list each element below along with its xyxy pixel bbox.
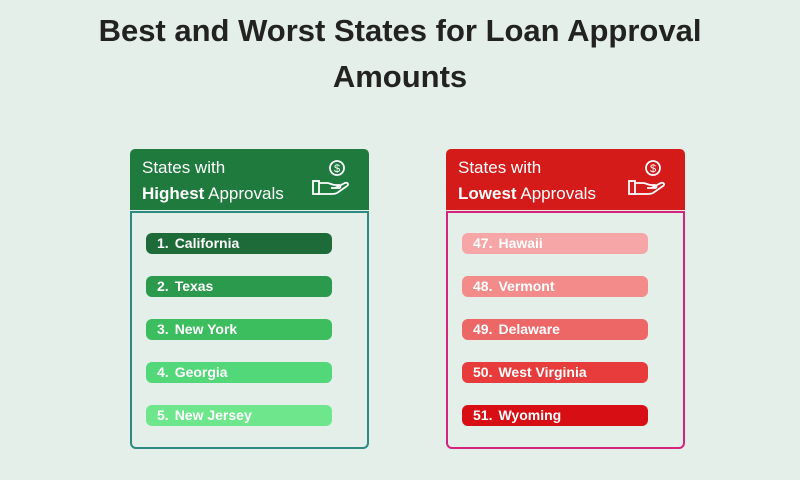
state-pill: 1. California (146, 233, 332, 254)
rank: 50. (473, 364, 493, 380)
svg-text:$: $ (650, 163, 656, 175)
rank: 5. (157, 407, 169, 423)
rank: 51. (473, 407, 493, 423)
state-name: New Jersey (174, 407, 252, 423)
state-name: New York (174, 321, 238, 337)
state-name: Hawaii (498, 235, 543, 251)
state-name: California (174, 235, 240, 251)
state-name: Vermont (498, 278, 555, 294)
svg-text:$: $ (334, 163, 340, 175)
header-line: States with (142, 158, 226, 177)
header-line: States with (458, 158, 542, 177)
panel-body: 47. Hawaii 48. Vermont 49. Delaware 50. West Vi… (446, 211, 685, 449)
state-pill: 48. Vermont (462, 276, 648, 297)
panel: States with Lowest Approvals $47. Hawaii 48.… (446, 149, 685, 449)
state-pill: 51. Wyoming (462, 405, 648, 426)
rank: 47. (473, 235, 493, 251)
rank: 49. (473, 321, 493, 337)
money-hand-icon: $ (628, 160, 665, 195)
header-text: States with Lowest Approvals (458, 155, 596, 207)
rank: 2. (157, 278, 169, 294)
header-rest: Approvals (520, 184, 596, 203)
state-pill: 5. New Jersey (146, 405, 332, 426)
header-rest: Approvals (208, 184, 284, 203)
rank: 3. (157, 321, 169, 337)
rank: 4. (157, 364, 169, 380)
money-hand-icon: $ (312, 160, 349, 195)
state-name: Delaware (498, 321, 560, 337)
state-pill: 2. Texas (146, 276, 332, 297)
state-name: Wyoming (498, 407, 562, 423)
state-pill: 47. Hawaii (462, 233, 648, 254)
header-bold: Highest (142, 184, 205, 203)
header-text: States with Highest Approvals (142, 155, 284, 207)
state-pill: 4. Georgia (146, 362, 332, 383)
title: Best and Worst States for Loan Approval … (98, 13, 702, 94)
panel-header: States with Lowest Approvals $ (446, 149, 685, 210)
state-name: Georgia (174, 364, 228, 380)
header-bold: Lowest (458, 184, 517, 203)
rank: 1. (157, 235, 169, 251)
state-pill: 49. Delaware (462, 319, 648, 340)
panel: States with Highest Approvals $1. Californi… (130, 149, 369, 449)
state-name: Texas (174, 278, 214, 294)
state-name: West Virginia (498, 364, 587, 380)
panel-header: States with Highest Approvals $ (130, 149, 369, 210)
state-pill: 50. West Virginia (462, 362, 648, 383)
panel-body: 1. California 2. Texas 3. New York 4. Georgia 5.… (130, 211, 369, 449)
state-pill: 3. New York (146, 319, 332, 340)
rank: 48. (473, 278, 493, 294)
